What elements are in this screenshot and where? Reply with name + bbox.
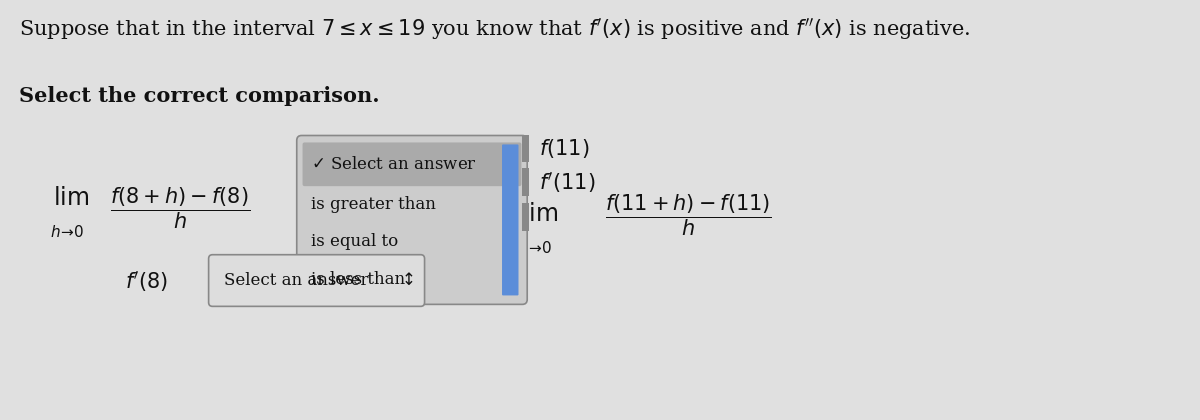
- Bar: [522, 168, 529, 196]
- Text: Select the correct comparison.: Select the correct comparison.: [19, 86, 379, 106]
- Text: $\updownarrow$: $\updownarrow$: [398, 272, 414, 289]
- Text: $\dfrac{f(11+h)-f(11)}{h}$: $\dfrac{f(11+h)-f(11)}{h}$: [606, 192, 773, 238]
- Text: is less than: is less than: [311, 271, 406, 288]
- FancyBboxPatch shape: [302, 142, 521, 186]
- Text: $\dfrac{f(8+h)-f(8)}{h}$: $\dfrac{f(8+h)-f(8)}{h}$: [110, 185, 251, 231]
- Text: $f'(8)$: $f'(8)$: [125, 269, 168, 294]
- Text: is equal to: is equal to: [311, 233, 398, 250]
- Text: Suppose that in the interval $7 \leq x \leq 19$ you know that $f'(x)$ is positiv: Suppose that in the interval $7 \leq x \…: [19, 16, 970, 42]
- FancyBboxPatch shape: [502, 144, 518, 295]
- Text: is greater than: is greater than: [311, 196, 436, 213]
- Bar: [522, 134, 529, 162]
- Text: $\lim$: $\lim$: [53, 186, 89, 210]
- Text: $f'(8$: $f'(8$: [301, 170, 337, 195]
- Text: $\lim$: $\lim$: [522, 203, 558, 226]
- Text: $h\!\to\!0$: $h\!\to\!0$: [50, 224, 84, 240]
- Bar: [522, 203, 529, 231]
- Text: $0$: $0$: [436, 270, 449, 291]
- Text: $\checkmark$ Select an answer: $\checkmark$ Select an answer: [311, 156, 478, 173]
- Text: $f'(11)$: $f'(11)$: [539, 170, 595, 195]
- FancyBboxPatch shape: [296, 136, 527, 304]
- Text: $h\!\to\!0$: $h\!\to\!0$: [518, 240, 552, 256]
- Text: $f(11)$: $f(11)$: [539, 137, 589, 160]
- Text: Select an answer: Select an answer: [224, 272, 368, 289]
- FancyBboxPatch shape: [209, 255, 425, 306]
- Text: $f(8$: $f(8$: [301, 137, 331, 160]
